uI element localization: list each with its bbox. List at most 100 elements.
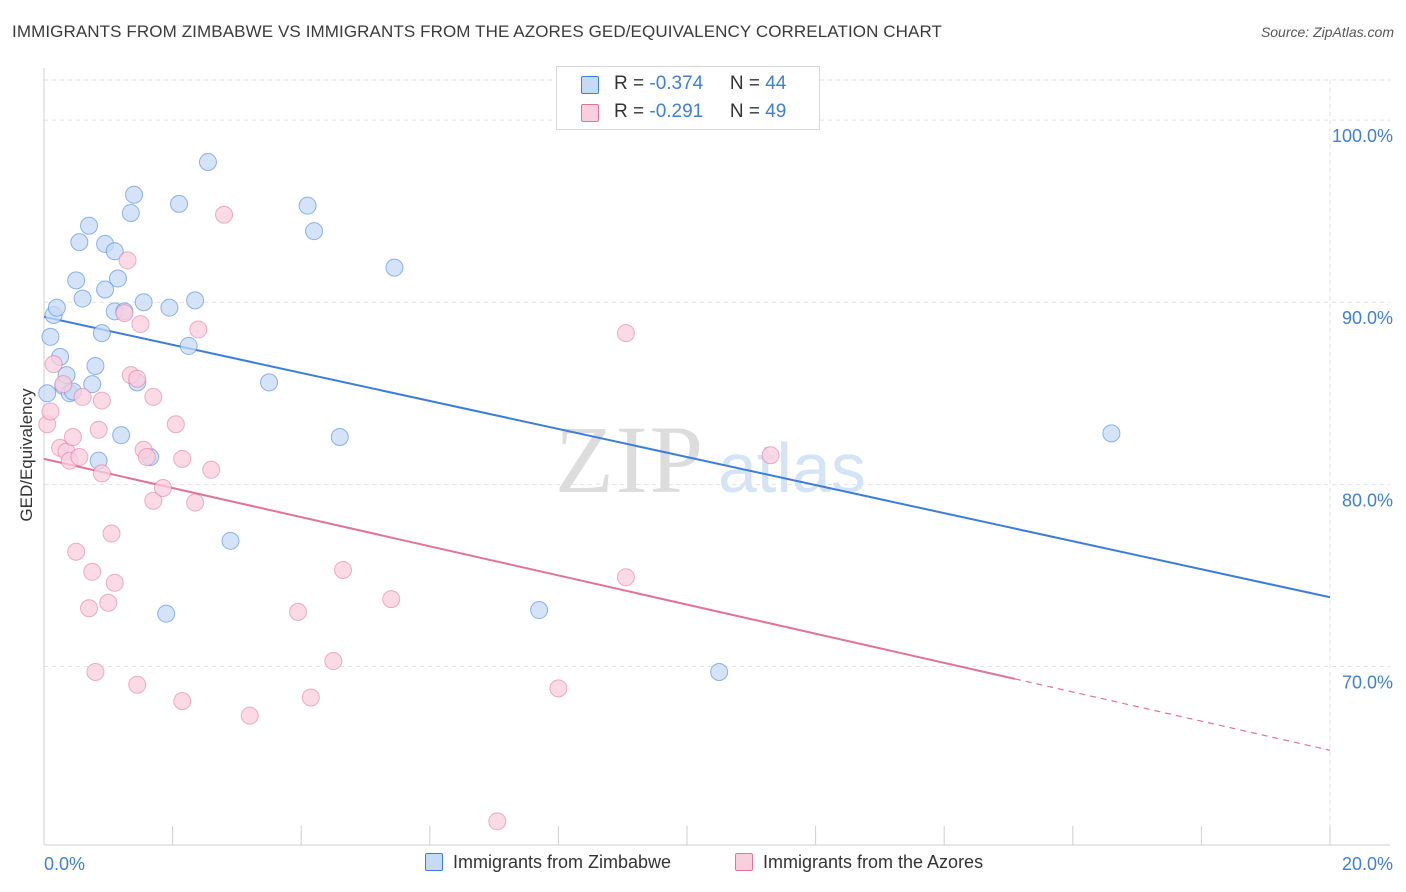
azores-point (80, 599, 99, 618)
zimbabwe-point (530, 601, 549, 620)
azores-point (549, 679, 568, 698)
trend-lines (43, 315, 1331, 751)
zimbabwe-point (186, 291, 205, 310)
watermark-zip: ZIP (555, 406, 705, 513)
azores-point (616, 324, 635, 343)
axes (43, 68, 1390, 846)
azores-point (137, 448, 156, 467)
zimbabwe-point (67, 271, 86, 290)
azores-point (102, 524, 121, 543)
azores-point (67, 542, 86, 561)
x-tick-label: 20.0% (1342, 854, 1393, 874)
azores-swatch (581, 104, 599, 122)
azores-r-label: R = (614, 101, 650, 122)
azores-point (761, 446, 780, 465)
zimbabwe-point (385, 258, 404, 277)
zimbabwe-n-value: 44 (765, 73, 787, 94)
zimbabwe-point (170, 194, 189, 213)
chart-title: IMMIGRANTS FROM ZIMBABWE VS IMMIGRANTS F… (12, 22, 943, 41)
zimbabwe-r-label: R = (614, 73, 650, 94)
zimbabwe-point (305, 222, 324, 241)
zimbabwe-point (710, 662, 729, 681)
zimbabwe-point (47, 298, 66, 317)
azores-point (128, 369, 147, 388)
legend-zimbabwe-label: Immigrants from Zimbabwe (453, 852, 672, 872)
source-label: Source: ZipAtlas.com (1260, 24, 1394, 40)
azores-point (41, 402, 60, 421)
azores-point (333, 560, 352, 579)
zimbabwe-point (1102, 424, 1121, 443)
azores-point (144, 491, 163, 510)
azores-n-label: N = (729, 101, 766, 122)
zimbabwe-point (112, 426, 131, 445)
azores-point (44, 355, 63, 374)
azores-point (54, 375, 73, 394)
zimbabwe-point (260, 373, 279, 392)
x-tick-label: 0.0% (44, 854, 85, 874)
correlation-legend: R = -0.374 N = 44 R = -0.291 N = 49 (556, 66, 820, 130)
x-tick-labels: 0.0% 20.0% (44, 854, 1393, 874)
zimbabwe-point (134, 293, 153, 312)
azores-trendline (43, 457, 1016, 680)
zimbabwe-n-label: N = (729, 73, 766, 94)
watermark: ZIP atlas (555, 406, 866, 513)
zimbabwe-point (198, 152, 217, 171)
zimbabwe-point (86, 356, 105, 375)
zimbabwe-trendline (43, 315, 1331, 599)
azores-point (189, 320, 208, 339)
y-tick-label: 80.0% (1342, 490, 1393, 510)
y-axis-label: GED/Equivalency (17, 388, 36, 522)
azores-point (118, 251, 137, 270)
azores-point (202, 460, 221, 479)
azores-point (89, 420, 108, 439)
azores-point (86, 662, 105, 681)
azores-point (215, 205, 234, 224)
legend-item-azores: Immigrants from the Azores (735, 852, 983, 873)
legend-row-azores: R = -0.291 N = 49 (557, 99, 819, 127)
azores-n-value: 49 (765, 101, 787, 122)
zimbabwe-point (73, 289, 92, 308)
zimbabwe-point (160, 298, 179, 317)
legend-item-zimbabwe: Immigrants from Zimbabwe (425, 852, 671, 873)
azores-point (131, 315, 150, 334)
azores-point (301, 688, 320, 707)
azores-point (382, 590, 401, 609)
y-tick-label: 100.0% (1332, 126, 1393, 146)
azores-point (92, 391, 111, 410)
y-tick-label: 70.0% (1342, 673, 1393, 693)
zimbabwe-point (221, 531, 240, 550)
azores-point (173, 449, 192, 468)
azores-point (128, 675, 147, 694)
azores-trendline-dashed (1014, 678, 1331, 751)
azores-point (324, 652, 343, 671)
azores-point (144, 387, 163, 406)
grid-lines (44, 79, 1390, 845)
azores-point (166, 415, 185, 434)
zimbabwe-point (38, 384, 57, 403)
y-tick-label: 90.0% (1342, 308, 1393, 328)
azores-r-value: -0.291 (649, 101, 704, 122)
legend-row-zimbabwe: R = -0.374 N = 44 (557, 71, 819, 99)
zimbabwe-point (157, 604, 176, 623)
azores-point (288, 602, 307, 621)
zimbabwe-point (80, 216, 99, 235)
zimbabwe-point (41, 327, 60, 346)
zimbabwe-r-value: -0.374 (649, 73, 704, 94)
zimbabwe-point (70, 233, 89, 252)
azores-point (63, 428, 82, 446)
legend-azores-label: Immigrants from the Azores (763, 852, 984, 872)
zimbabwe-point (105, 242, 124, 261)
y-tick-labels: 70.0% 80.0% 90.0% 100.0% (1332, 126, 1393, 692)
data-points (38, 152, 1121, 831)
legend-zimbabwe-swatch (425, 853, 443, 871)
azores-point (240, 706, 259, 725)
azores-point (70, 448, 89, 467)
zimbabwe-point (121, 203, 140, 222)
zimbabwe-point (179, 336, 198, 355)
azores-point (153, 479, 172, 497)
legend-azores-swatch (735, 853, 753, 871)
zimbabwe-swatch (581, 76, 599, 94)
azores-point (115, 304, 134, 323)
zimbabwe-point (83, 375, 102, 394)
